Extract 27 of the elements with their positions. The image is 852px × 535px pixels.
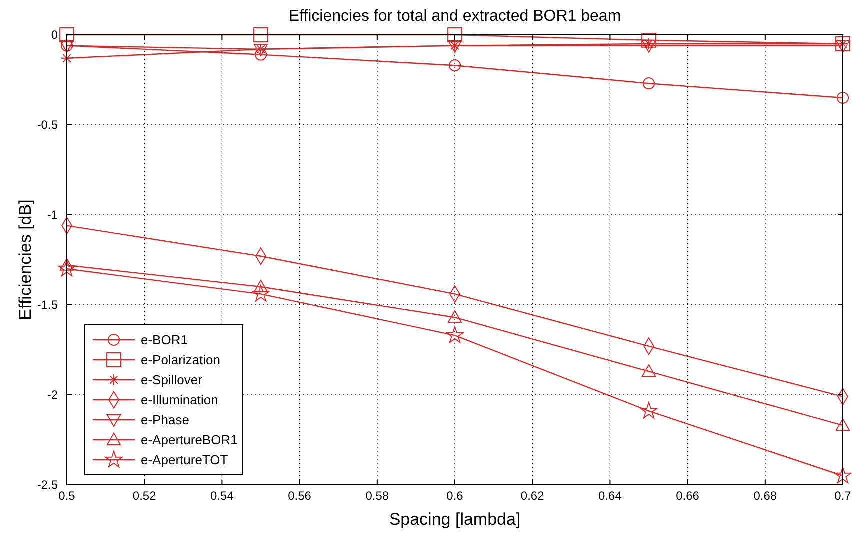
- x-tick-label: 0.68: [754, 489, 778, 503]
- x-tick-label: 0.54: [210, 489, 234, 503]
- y-tick-label: -2.5: [37, 478, 58, 492]
- x-tick-label: 0.56: [288, 489, 312, 503]
- x-tick-label: 0.7: [834, 489, 852, 503]
- y-tick-label: -0.5: [37, 118, 58, 132]
- x-axis-title: Spacing [lambda]: [389, 510, 521, 529]
- legend-label: e-Polarization: [141, 352, 220, 368]
- legend-label: e-Illumination: [141, 392, 218, 408]
- x-tick-label: 0.66: [676, 489, 700, 503]
- legend-label: e-ApertureBOR1: [141, 432, 238, 448]
- x-tick-label: 0.58: [366, 489, 390, 503]
- y-tick-label: -1.5: [37, 298, 58, 312]
- x-tick-label: 0.52: [132, 489, 157, 503]
- y-tick-label: 0: [51, 28, 58, 42]
- legend-label: e-BOR1: [141, 332, 188, 348]
- legend-label: e-Spillover: [141, 372, 204, 388]
- legend-label: e-Phase: [141, 412, 190, 428]
- x-tick-label: 0.6: [446, 489, 464, 503]
- y-tick-label: -2: [47, 388, 58, 402]
- x-tick-label: 0.5: [58, 489, 76, 503]
- y-tick-label: -1: [47, 208, 58, 222]
- legend-label: e-ApertureTOT: [141, 452, 228, 468]
- x-tick-label: 0.64: [598, 489, 622, 503]
- x-tick-label: 0.62: [520, 489, 545, 503]
- chart-title: Efficiencies for total and extracted BOR1 beam: [288, 8, 622, 25]
- y-axis-title: Efficiencies [dB]: [16, 200, 35, 320]
